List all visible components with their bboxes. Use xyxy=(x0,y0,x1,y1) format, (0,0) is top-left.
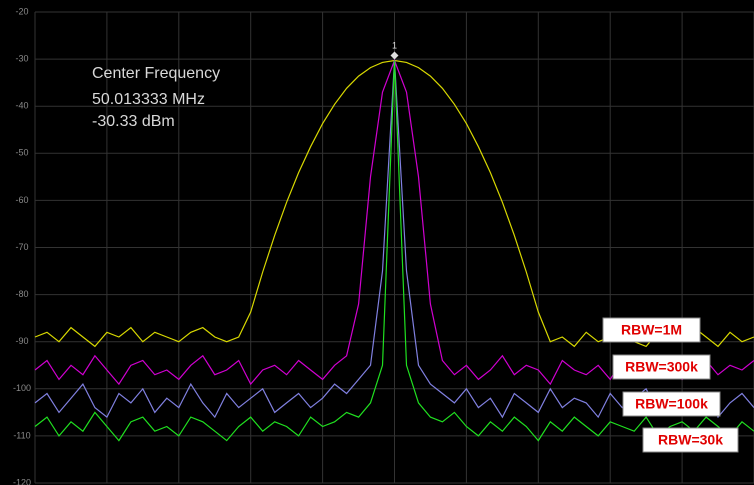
legend: RBW=1M RBW=300k RBW=100k RBW=30k xyxy=(602,317,739,453)
annotation-heading: Center Frequency xyxy=(92,65,220,82)
y-tick-label: -100 xyxy=(13,383,31,393)
y-tick-label: -70 xyxy=(15,242,28,252)
y-tick-label: -60 xyxy=(15,195,28,205)
grid: -20 -30 -40 -50 -60 -70 -80 -90 -100 -110 -120 xyxy=(13,6,754,485)
legend-box xyxy=(612,354,711,380)
y-tick-label: -90 xyxy=(15,336,28,346)
legend-box xyxy=(642,427,739,453)
y-tick-label: -110 xyxy=(13,430,30,440)
legend-label: RBW=30k xyxy=(658,432,723,448)
marker-label: 1 xyxy=(392,41,397,51)
legend-label: RBW=100k xyxy=(635,396,708,412)
marker-symbol xyxy=(390,51,399,60)
y-tick-label: -20 xyxy=(15,6,28,16)
legend-label: RBW=1M xyxy=(621,322,682,338)
trace xyxy=(34,60,754,442)
legend-label: RBW=300k xyxy=(625,359,698,375)
legend-box xyxy=(622,391,721,417)
y-tick-label: -40 xyxy=(15,101,28,111)
y-tick-label: -120 xyxy=(13,477,31,485)
y-tick-label: -50 xyxy=(15,148,28,158)
y-tick-label: -80 xyxy=(15,289,28,299)
annotation-frequency: 50.013333 MHz xyxy=(92,91,205,108)
y-tick-label: -30 xyxy=(15,53,28,63)
legend-box xyxy=(602,317,701,343)
annotation-level: -30.33 dBm xyxy=(92,113,175,130)
